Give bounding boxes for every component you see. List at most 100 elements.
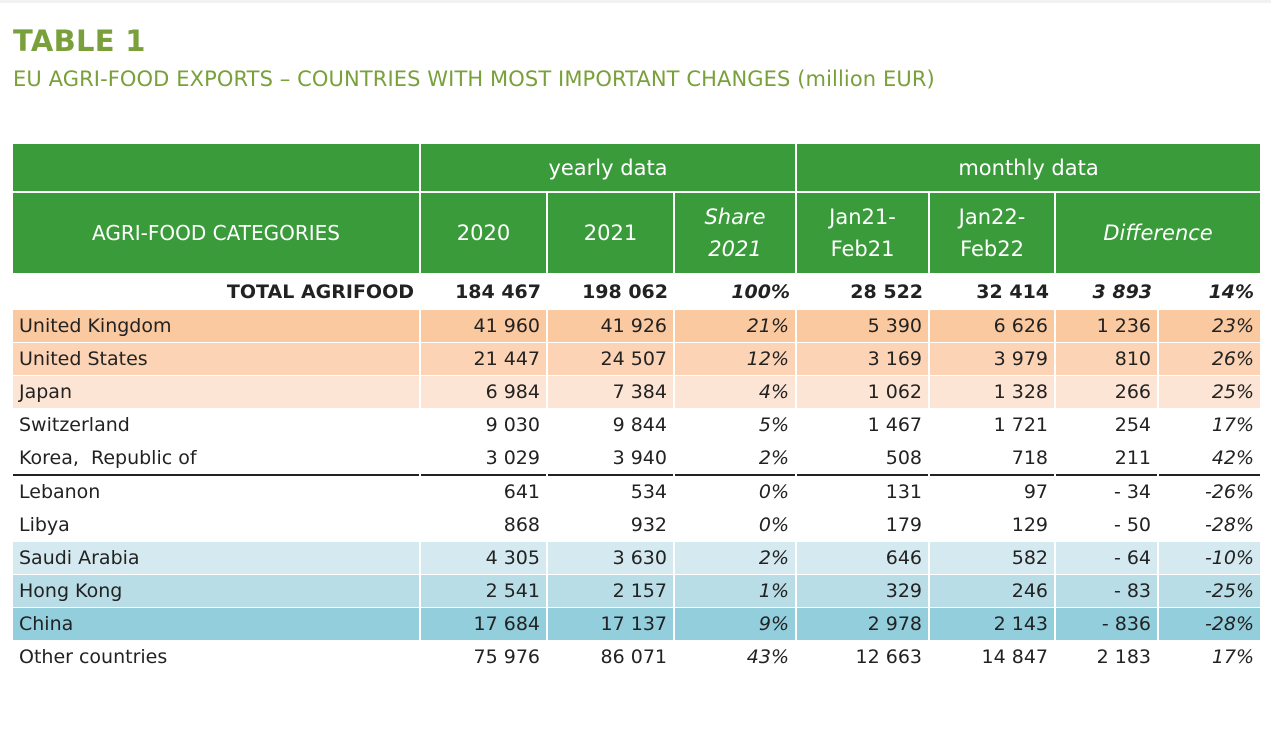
share-2021: 5%: [674, 408, 798, 442]
difference-percent: 42%: [1158, 441, 1261, 476]
share-2021: 1%: [674, 574, 798, 608]
value-jan22-feb22: 1 721: [929, 408, 1057, 442]
difference-percent: -25%: [1158, 574, 1261, 608]
value-2021: 41 926: [547, 309, 675, 343]
table-row: Libya 868 932 0% 179 129 - 50 -28%: [13, 508, 1261, 542]
table-row: Hong Kong 2 541 2 157 1% 329 246 - 83 -2…: [13, 574, 1261, 608]
total-share: 100%: [674, 274, 797, 310]
difference-value: 266: [1055, 375, 1160, 409]
header-share-line1: Share: [704, 205, 766, 229]
value-jan22-feb22: 129: [929, 508, 1057, 542]
value-jan22-feb22: 3 979: [929, 342, 1057, 376]
value-2021: 534: [547, 474, 675, 509]
header-difference: Difference: [1055, 192, 1261, 275]
table-row: China 17 684 17 137 9% 2 978 2 143 - 836…: [13, 607, 1261, 641]
country-name: Lebanon: [13, 474, 421, 509]
difference-value: 254: [1055, 408, 1160, 442]
exports-table: yearly data monthly data AGRI-FOOD CATEG…: [13, 144, 1261, 674]
header-jan22-feb22: Jan22- Feb22: [929, 192, 1057, 275]
value-2021: 9 844: [547, 408, 675, 442]
value-jan21-feb21: 3 169: [796, 342, 931, 376]
header-group-row: yearly data monthly data: [13, 144, 1261, 193]
share-2021: 9%: [674, 607, 798, 641]
value-jan22-feb22: 582: [929, 541, 1057, 575]
value-2020: 868: [420, 508, 548, 542]
difference-percent: 23%: [1158, 309, 1261, 343]
value-2020: 41 960: [420, 309, 548, 343]
table-subtitle: EU AGRI-FOOD EXPORTS – COUNTRIES WITH MO…: [13, 67, 935, 91]
difference-value: 1 236: [1055, 309, 1160, 343]
value-2020: 21 447: [420, 342, 548, 376]
table-row: Lebanon 641 534 0% 131 97 - 34 -26%: [13, 474, 1261, 509]
table-row: Switzerland 9 030 9 844 5% 1 467 1 721 2…: [13, 408, 1261, 442]
value-jan22-feb22: 718: [929, 441, 1057, 476]
header-yearly-data: yearly data: [420, 144, 798, 193]
value-2020: 641: [420, 474, 548, 509]
value-2021: 7 384: [547, 375, 675, 409]
value-jan22-feb22: 14 847: [929, 640, 1057, 674]
header-jan21-feb21: Jan21- Feb21: [796, 192, 931, 275]
country-name: Hong Kong: [13, 574, 421, 608]
table-title: TABLE 1: [13, 24, 146, 58]
value-2021: 86 071: [547, 640, 675, 674]
country-name: Japan: [13, 375, 421, 409]
value-jan21-feb21: 2 978: [796, 607, 931, 641]
share-2021: 0%: [674, 508, 798, 542]
country-name: Korea, Republic of: [13, 441, 421, 476]
country-name: Other countries: [13, 640, 421, 674]
header-jan22-line1: Jan22-: [958, 205, 1026, 229]
header-jan22-line2: Feb22: [960, 237, 1024, 261]
header-columns-row: AGRI-FOOD CATEGORIES 2020 2021 Share 202…: [13, 192, 1261, 275]
value-2021: 932: [547, 508, 675, 542]
share-2021: 43%: [674, 640, 798, 674]
difference-percent: -28%: [1158, 508, 1261, 542]
header-jan21-line2: Feb21: [830, 237, 895, 261]
difference-percent: -10%: [1158, 541, 1261, 575]
table-row: United States 21 447 24 507 12% 3 169 3 …: [13, 342, 1261, 376]
total-2020: 184 467: [420, 274, 547, 310]
difference-value: 810: [1055, 342, 1160, 376]
difference-value: - 64: [1055, 541, 1160, 575]
value-2020: 4 305: [420, 541, 548, 575]
value-2021: 17 137: [547, 607, 675, 641]
total-diff: 3 893: [1055, 274, 1159, 310]
top-rule: [0, 0, 1271, 3]
total-name: TOTAL AGRIFOOD: [13, 274, 420, 310]
value-jan21-feb21: 1 062: [796, 375, 931, 409]
header-2021: 2021: [547, 192, 675, 275]
country-name: Saudi Arabia: [13, 541, 421, 575]
table-row: Japan 6 984 7 384 4% 1 062 1 328 266 25%: [13, 375, 1261, 409]
difference-percent: -26%: [1158, 474, 1261, 509]
share-2021: 12%: [674, 342, 798, 376]
value-jan22-feb22: 1 328: [929, 375, 1057, 409]
share-2021: 2%: [674, 541, 798, 575]
value-jan21-feb21: 1 467: [796, 408, 931, 442]
country-name: Switzerland: [13, 408, 421, 442]
value-2021: 2 157: [547, 574, 675, 608]
table-row: Other countries 75 976 86 071 43% 12 663…: [13, 640, 1261, 674]
total-jan21: 28 522: [796, 274, 930, 310]
value-2021: 3 630: [547, 541, 675, 575]
difference-value: - 836: [1055, 607, 1160, 641]
difference-percent: 26%: [1158, 342, 1261, 376]
header-agri-food-categories: AGRI-FOOD CATEGORIES: [13, 192, 421, 275]
header-2020: 2020: [420, 192, 548, 275]
share-2021: 0%: [674, 474, 798, 509]
value-2020: 6 984: [420, 375, 548, 409]
value-jan21-feb21: 329: [796, 574, 931, 608]
table-row: Saudi Arabia 4 305 3 630 2% 646 582 - 64…: [13, 541, 1261, 575]
value-2021: 24 507: [547, 342, 675, 376]
value-2020: 17 684: [420, 607, 548, 641]
value-jan21-feb21: 179: [796, 508, 931, 542]
value-jan22-feb22: 6 626: [929, 309, 1057, 343]
difference-percent: 25%: [1158, 375, 1261, 409]
header-jan21-line1: Jan21-: [829, 205, 896, 229]
header-blank-cell: [13, 144, 421, 193]
value-jan21-feb21: 12 663: [796, 640, 931, 674]
difference-percent: 17%: [1158, 408, 1261, 442]
value-jan22-feb22: 2 143: [929, 607, 1057, 641]
value-jan22-feb22: 97: [929, 474, 1057, 509]
total-2021: 198 062: [547, 274, 674, 310]
difference-value: - 83: [1055, 574, 1160, 608]
total-jan22: 32 414: [929, 274, 1056, 310]
